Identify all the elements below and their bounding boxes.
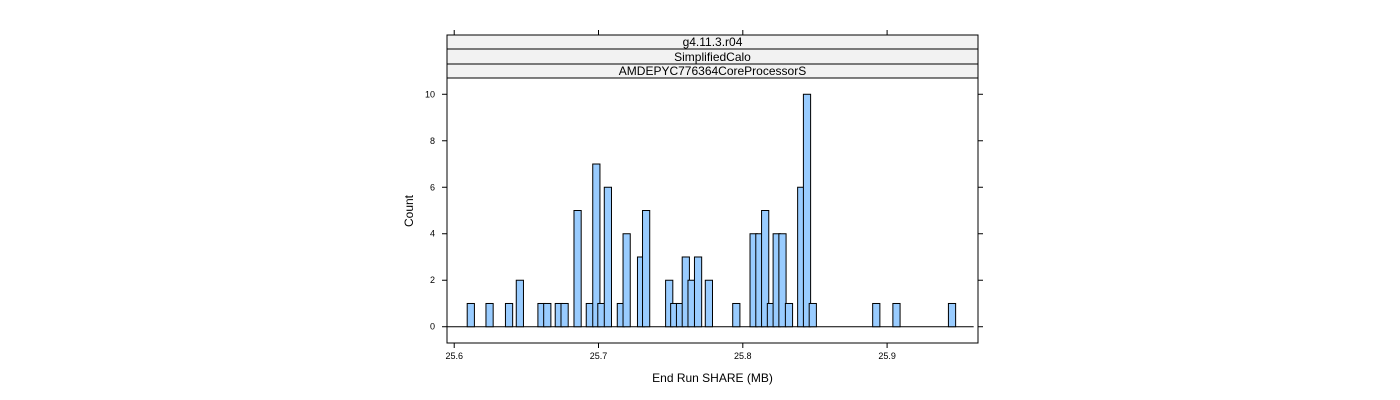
y-tick-label: 2: [430, 275, 435, 285]
x-tick-label: 25.8: [734, 351, 752, 361]
x-axis: 25.6 25.7 25.8 25.9: [445, 30, 896, 361]
histogram-bar: [603, 186, 612, 328]
y-tick-label: 0: [430, 322, 435, 332]
histogram-bar: [704, 279, 713, 328]
histogram-bar: [761, 210, 770, 328]
histogram-bar: [784, 302, 794, 328]
histogram-bar: [872, 302, 881, 328]
strip-version-label: g4.11.3.r04: [683, 35, 743, 49]
histogram-bar: [642, 210, 651, 328]
histogram-bar: [485, 302, 494, 328]
y-tick-label: 10: [425, 89, 435, 99]
histogram-bar: [778, 233, 787, 328]
plot-panel-frame: [446, 77, 979, 344]
y-axis: 0 2 4 6 8 10: [425, 89, 983, 332]
strip-simulation-label: SimplifiedCalo: [674, 50, 751, 64]
y-axis-title: Count: [402, 194, 416, 227]
histogram-bar: [808, 302, 817, 328]
histogram-bar: [560, 302, 569, 328]
x-tick-label: 25.6: [445, 351, 463, 361]
x-tick-label: 25.7: [590, 351, 608, 361]
y-tick-label: 4: [430, 229, 435, 239]
histogram-bar: [573, 210, 582, 328]
histogram-bar: [504, 302, 514, 328]
histogram-bar: [732, 302, 741, 328]
y-tick-label: 6: [430, 182, 435, 192]
histogram-bar: [802, 93, 812, 328]
histogram-bar: [947, 302, 957, 328]
histogram-bar: [693, 256, 703, 328]
histogram-bar: [622, 233, 631, 328]
histogram-bar: [515, 279, 524, 328]
histogram-bars: [466, 93, 957, 328]
y-tick-label: 8: [430, 136, 435, 146]
histogram-bar: [466, 302, 475, 328]
strip-processor-label: AMDEPYC776364CoreProcessorS: [619, 64, 806, 78]
histogram-bar: [592, 163, 601, 328]
x-axis-title: End Run SHARE (MB): [652, 371, 773, 385]
histogram-bar: [543, 302, 552, 328]
x-tick-label: 25.9: [878, 351, 896, 361]
strip-headers: g4.11.3.r04 SimplifiedCalo AMDEPYC776364…: [446, 34, 979, 79]
histogram-bar: [892, 302, 901, 328]
